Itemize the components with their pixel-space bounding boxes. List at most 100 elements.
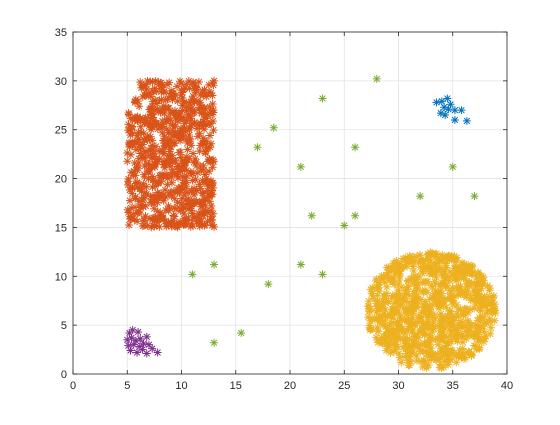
data-point-cluster-circle xyxy=(440,298,447,305)
x-tick-label: 10 xyxy=(175,380,187,392)
x-tick-label: 15 xyxy=(230,380,242,392)
data-point-cluster-rectangle xyxy=(210,127,217,134)
data-point-cluster-rectangle xyxy=(163,81,170,88)
y-tick-label: 5 xyxy=(61,320,67,332)
data-point-noise xyxy=(270,124,277,131)
data-point-noise xyxy=(265,281,272,288)
data-point-cluster-rectangle xyxy=(183,153,190,160)
data-point-cluster-circle xyxy=(405,299,412,306)
data-point-cluster-rectangle xyxy=(172,157,179,164)
data-point-cluster-circle xyxy=(482,310,489,317)
data-point-cluster-circle xyxy=(436,335,443,342)
data-point-cluster-circle xyxy=(404,357,411,364)
data-point-cluster-circle xyxy=(453,333,460,340)
data-point-noise xyxy=(341,222,348,229)
data-point-cluster-rectangle xyxy=(180,127,187,134)
data-point-cluster-rectangle xyxy=(167,190,174,197)
data-point-cluster-circle xyxy=(402,342,409,349)
data-point-noise xyxy=(319,271,326,278)
data-point-cluster-bottom-left xyxy=(130,341,137,348)
data-point-cluster-rectangle xyxy=(174,163,181,170)
data-point-cluster-rectangle xyxy=(203,175,210,182)
data-point-cluster-circle xyxy=(442,283,449,290)
data-point-cluster-rectangle xyxy=(177,207,184,214)
data-point-cluster-rectangle xyxy=(141,136,148,143)
data-point-cluster-rectangle xyxy=(151,194,158,201)
data-point-cluster-circle xyxy=(451,252,458,259)
data-point-cluster-circle xyxy=(409,337,416,344)
data-point-cluster-circle xyxy=(483,319,490,326)
data-point-cluster-circle xyxy=(387,268,394,275)
data-point-cluster-circle xyxy=(446,268,453,275)
data-point-cluster-circle xyxy=(488,299,495,306)
data-point-cluster-circle xyxy=(380,275,387,282)
data-point-noise xyxy=(471,193,478,200)
data-point-cluster-top-right xyxy=(433,99,440,106)
data-point-cluster-rectangle xyxy=(126,197,133,204)
data-point-cluster-rectangle xyxy=(195,78,202,85)
data-point-cluster-circle xyxy=(402,289,409,296)
data-point-cluster-rectangle xyxy=(134,218,141,225)
data-point-cluster-circle xyxy=(427,258,434,265)
data-point-cluster-circle xyxy=(462,288,469,295)
data-point-cluster-circle xyxy=(373,277,380,284)
data-point-cluster-rectangle xyxy=(147,199,154,206)
data-point-cluster-circle xyxy=(391,293,398,300)
data-point-cluster-circle xyxy=(404,258,411,265)
data-point-cluster-rectangle xyxy=(201,222,208,229)
data-point-cluster-rectangle xyxy=(137,144,144,151)
data-point-cluster-rectangle xyxy=(154,189,161,196)
data-point-noise xyxy=(297,261,304,268)
data-point-cluster-circle xyxy=(422,359,429,366)
data-point-cluster-rectangle xyxy=(201,196,208,203)
data-point-cluster-circle xyxy=(446,355,453,362)
data-point-cluster-rectangle xyxy=(161,186,168,193)
data-point-cluster-rectangle xyxy=(159,212,166,219)
data-marks xyxy=(124,75,500,371)
data-point-cluster-rectangle xyxy=(149,98,156,105)
data-point-cluster-circle xyxy=(427,249,434,256)
data-point-cluster-circle xyxy=(463,294,470,301)
data-point-cluster-rectangle xyxy=(179,173,186,180)
data-point-cluster-rectangle xyxy=(159,106,166,113)
data-point-cluster-circle xyxy=(420,257,427,264)
data-point-cluster-circle xyxy=(459,339,466,346)
data-point-cluster-circle xyxy=(487,330,494,337)
data-point-cluster-top-right xyxy=(442,111,449,118)
data-point-cluster-rectangle xyxy=(185,77,192,84)
data-point-cluster-rectangle xyxy=(130,172,137,179)
data-point-cluster-bottom-left xyxy=(154,349,161,356)
data-point-cluster-rectangle xyxy=(202,90,209,97)
data-point-noise xyxy=(254,144,261,151)
data-point-noise xyxy=(189,271,196,278)
data-point-cluster-rectangle xyxy=(142,114,149,121)
data-point-cluster-rectangle xyxy=(141,217,148,224)
data-point-cluster-rectangle xyxy=(210,77,217,84)
data-point-cluster-rectangle xyxy=(170,217,177,224)
data-point-cluster-circle xyxy=(391,260,398,267)
data-point-cluster-rectangle xyxy=(159,172,166,179)
data-point-cluster-circle xyxy=(447,294,454,301)
data-point-cluster-circle xyxy=(388,319,395,326)
x-tick-label: 30 xyxy=(392,380,404,392)
data-point-cluster-circle xyxy=(456,347,463,354)
y-tick-label: 35 xyxy=(55,27,67,39)
data-point-cluster-bottom-left xyxy=(129,326,136,333)
data-point-cluster-circle xyxy=(466,282,473,289)
data-point-noise xyxy=(319,95,326,102)
data-point-cluster-rectangle xyxy=(181,163,188,170)
x-tick-label: 35 xyxy=(447,380,459,392)
data-point-cluster-rectangle xyxy=(129,123,136,130)
data-point-cluster-rectangle xyxy=(138,129,145,136)
data-point-cluster-rectangle xyxy=(137,123,144,130)
data-point-cluster-circle xyxy=(439,266,446,273)
data-point-cluster-circle xyxy=(440,272,447,279)
data-point-cluster-rectangle xyxy=(209,100,216,107)
data-point-cluster-rectangle xyxy=(175,110,182,117)
data-point-cluster-rectangle xyxy=(149,111,156,118)
data-point-cluster-circle xyxy=(382,312,389,319)
data-point-cluster-circle xyxy=(451,317,458,324)
data-point-cluster-rectangle xyxy=(125,111,132,118)
data-point-cluster-rectangle xyxy=(177,218,184,225)
